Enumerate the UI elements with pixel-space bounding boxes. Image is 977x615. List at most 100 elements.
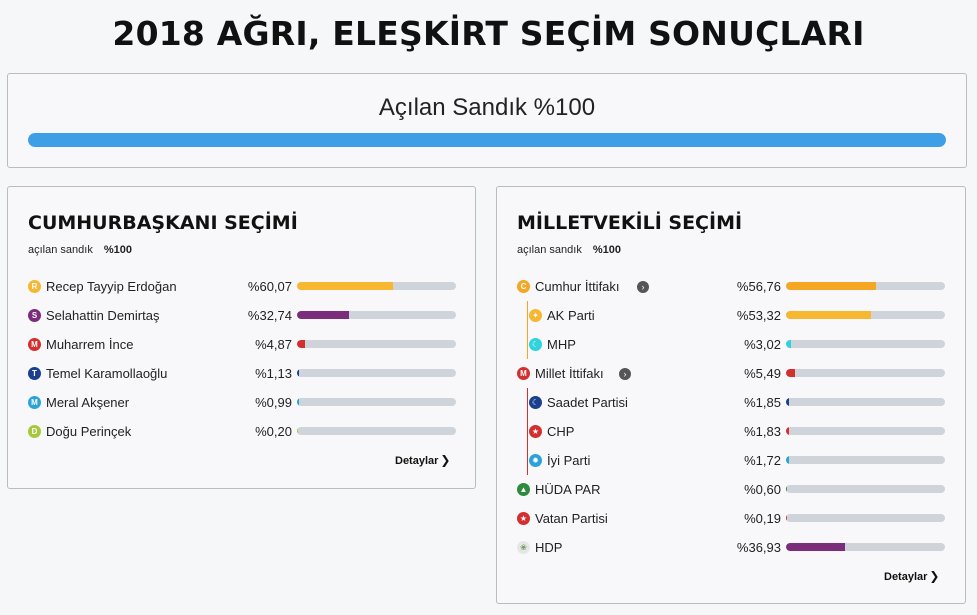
party-bar (786, 340, 945, 348)
party-name: HÜDA PAR (535, 482, 601, 497)
candidate-badge-icon: R (28, 280, 41, 293)
candidate-bar (297, 282, 456, 290)
president-ballot-sub: açılan sandık %100 (28, 244, 132, 256)
alliance-branch-line (527, 417, 528, 446)
parliament-details-label: Detaylar (884, 571, 928, 583)
alliance-branch-line (527, 388, 528, 417)
candidate-bar (297, 427, 456, 435)
party-percent: %0,60 (744, 482, 781, 497)
president-details-label: Detaylar (395, 455, 439, 467)
sun-icon: ✹ (529, 454, 542, 467)
candidate-badge-icon: M (28, 396, 41, 409)
party-name: Cumhur İttifakı (535, 279, 620, 294)
party-bar (786, 456, 945, 464)
president-sub-label: açılan sandık (28, 244, 93, 256)
president-panel: CUMHURBAŞKANI SEÇİMİ açılan sandık %100 … (7, 186, 476, 489)
candidate-name: Doğu Perinçek (46, 424, 132, 439)
candidate-percent: %1,13 (255, 366, 292, 381)
party-row-hdp[interactable]: ❀ HDP %36,93 (497, 539, 965, 559)
candidate-bar (297, 398, 456, 406)
party-row-akp[interactable]: ✦ AK Parti %53,32 (497, 301, 965, 330)
candidate-percent: %60,07 (247, 279, 292, 294)
candidate-bar (297, 369, 456, 377)
candidate-row[interactable]: M Muharrem İnce %4,87 (8, 336, 475, 356)
candidate-name: Selahattin Demirtaş (46, 308, 160, 323)
candidate-row[interactable]: D Doğu Perinçek %0,20 (8, 423, 475, 443)
expand-chevron-icon[interactable]: › (619, 368, 631, 380)
candidate-bar-fill (297, 369, 299, 377)
party-name: HDP (535, 540, 563, 555)
candidate-bar-fill (297, 427, 298, 435)
party-row-chp[interactable]: ★ CHP %1,83 (497, 417, 965, 446)
party-row-vatan[interactable]: ★ Vatan Partisi %0,19 (497, 510, 965, 530)
party-bar-fill (786, 340, 791, 348)
candidate-row[interactable]: R Recep Tayyip Erdoğan %60,07 (8, 278, 475, 298)
president-details-link[interactable]: Detaylar ❯ (395, 453, 450, 467)
party-bar (786, 311, 945, 319)
party-bar (786, 369, 945, 377)
party-bar-fill (786, 311, 871, 319)
party-bar (786, 427, 945, 435)
party-bar-fill (786, 398, 789, 406)
party-bar-fill (786, 282, 877, 290)
expand-chevron-icon[interactable]: › (637, 281, 649, 293)
candidate-bar-fill (297, 340, 305, 348)
candidate-name: Temel Karamollaoğlu (46, 366, 168, 381)
party-row-iyi[interactable]: ✹ İyi Parti %1,72 (497, 446, 965, 475)
candidate-badge-icon: M (28, 338, 41, 351)
party-bar-fill (786, 514, 787, 522)
parliament-panel: MİLLETVEKİLİ SEÇİMİ açılan sandık %100 C… (496, 186, 966, 604)
crescent-icon: ☾ (529, 338, 542, 351)
candidate-row[interactable]: S Selahattin Demirtaş %32,74 (8, 307, 475, 327)
party-bar-fill (786, 485, 787, 493)
parliament-panel-title: MİLLETVEKİLİ SEÇİMİ (517, 212, 743, 234)
party-name: İyi Parti (547, 453, 591, 468)
party-bar (786, 282, 945, 290)
alliance-branch-line (527, 330, 528, 359)
page-title: 2018 AĞRI, ELEŞKİRT SEÇİM SONUÇLARI (112, 14, 865, 53)
party-percent: %0,19 (744, 511, 781, 526)
party-percent: %53,32 (736, 308, 781, 323)
parliament-ballot-sub: açılan sandık %100 (517, 244, 621, 256)
candidate-badge-icon: T (28, 367, 41, 380)
ballot-progress-label: Açılan Sandık %100 (378, 94, 596, 121)
ballot-progress-panel: Açılan Sandık %100 (7, 73, 967, 168)
candidate-badge-icon: D (28, 425, 41, 438)
parliament-details-link[interactable]: Detaylar ❯ (884, 569, 939, 583)
star-icon: ★ (517, 512, 530, 525)
candidate-percent: %32,74 (247, 308, 292, 323)
candidate-name: Recep Tayyip Erdoğan (46, 279, 177, 294)
candidate-row[interactable]: T Temel Karamollaoğlu %1,13 (8, 365, 475, 385)
party-percent: %36,93 (736, 540, 781, 555)
party-bar (786, 398, 945, 406)
party-percent: %1,72 (744, 453, 781, 468)
party-bar-fill (786, 456, 789, 464)
parliament-sub-label: açılan sandık (517, 244, 582, 256)
party-row-millet[interactable]: M Millet İttifakı › %5,49 (497, 365, 965, 385)
party-percent: %1,83 (744, 424, 781, 439)
party-name: Vatan Partisi (535, 511, 608, 526)
chevron-right-icon: ❯ (440, 453, 451, 467)
party-bar (786, 485, 945, 493)
candidate-bar-fill (297, 398, 299, 406)
party-row-huda[interactable]: ▲ HÜDA PAR %0,60 (497, 481, 965, 501)
arrows-icon: ★ (529, 425, 542, 438)
ballot-progress-fill (28, 133, 946, 147)
candidate-bar-fill (297, 311, 350, 319)
party-name: MHP (547, 337, 576, 352)
candidate-bar-fill (297, 282, 393, 290)
party-name: AK Parti (547, 308, 595, 323)
party-row-mhp[interactable]: ☾ MHP %3,02 (497, 330, 965, 359)
party-percent: %5,49 (744, 366, 781, 381)
party-row-cumhur[interactable]: C Cumhur İttifakı › %56,76 (497, 278, 965, 298)
candidate-badge-icon: S (28, 309, 41, 322)
party-row-saadet[interactable]: ☾ Saadet Partisi %1,85 (497, 388, 965, 417)
ballot-progress-bar (28, 133, 946, 147)
party-percent: %56,76 (736, 279, 781, 294)
party-bar (786, 514, 945, 522)
party-bar-fill (786, 543, 845, 551)
candidate-percent: %0,20 (255, 424, 292, 439)
party-percent: %1,85 (744, 395, 781, 410)
candidate-row[interactable]: M Meral Akşener %0,99 (8, 394, 475, 414)
party-name: Saadet Partisi (547, 395, 628, 410)
